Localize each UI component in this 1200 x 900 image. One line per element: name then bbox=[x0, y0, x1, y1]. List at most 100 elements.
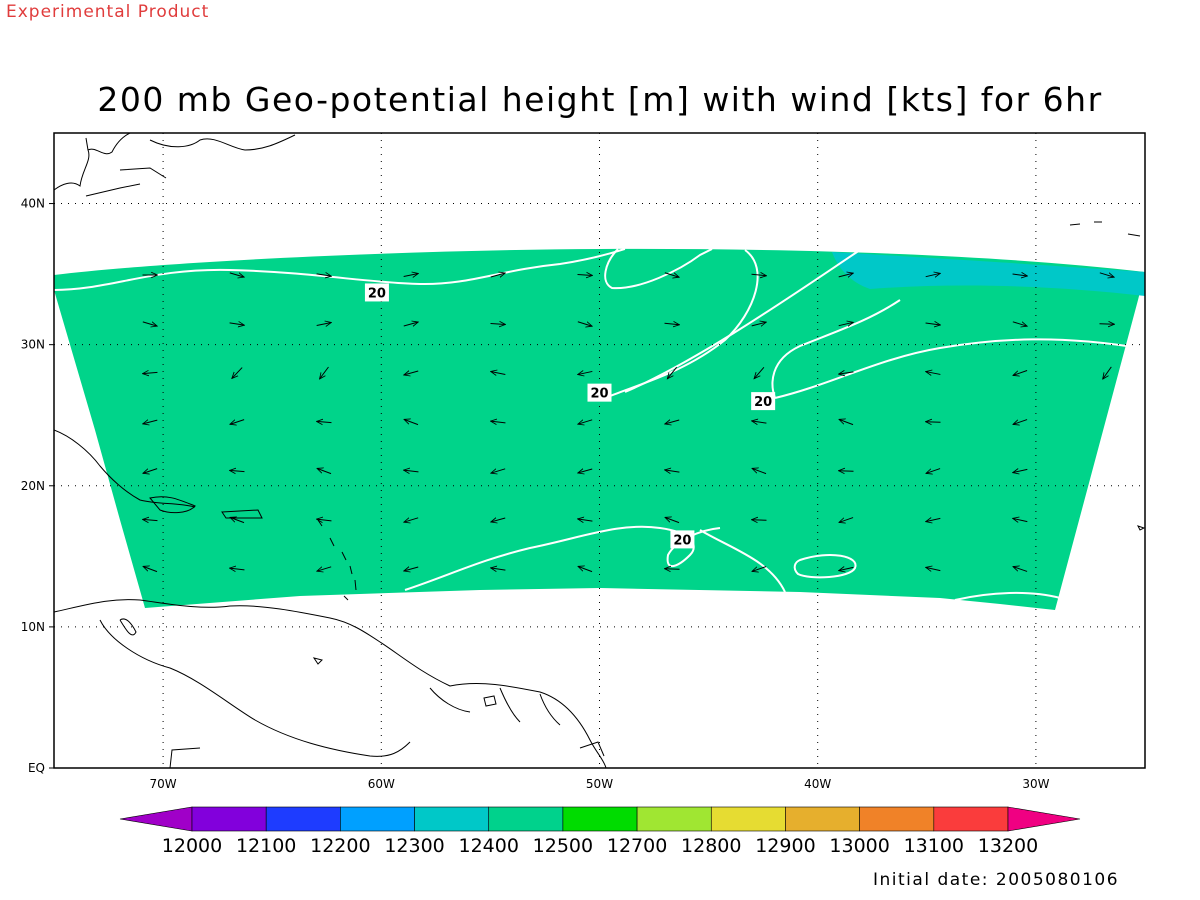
colorbar-segment bbox=[340, 806, 415, 832]
wind-vector bbox=[143, 420, 158, 424]
wind-vector bbox=[320, 366, 329, 379]
coastline-lake-valencia bbox=[312, 657, 323, 665]
wind-vector bbox=[926, 372, 941, 375]
contour-line bbox=[954, 591, 1061, 601]
coastline-cape-verde bbox=[1137, 525, 1145, 531]
wind-vector bbox=[1012, 274, 1028, 276]
wind-vector bbox=[491, 421, 506, 423]
experimental-product-stamp: Experimental Product bbox=[6, 2, 210, 22]
wind-vector bbox=[230, 419, 245, 425]
contour-line bbox=[774, 338, 1141, 399]
wind-vector bbox=[752, 566, 767, 572]
coastline-guianas bbox=[429, 687, 561, 726]
wind-vector bbox=[143, 372, 158, 373]
wind-vector bbox=[664, 323, 680, 324]
lat-tick-label: 40N bbox=[21, 197, 45, 211]
axis-labels: 70W 60W 50W 40W 30W EQ 10N 20N 30N 40N bbox=[21, 197, 1050, 791]
wind-vector bbox=[665, 420, 680, 424]
wind-vector bbox=[754, 367, 765, 378]
coastline-south-america bbox=[54, 599, 607, 768]
wind-vector bbox=[578, 566, 593, 573]
wind-vector bbox=[404, 371, 419, 375]
colorbar-label: 12200 bbox=[310, 835, 370, 857]
wind-vector bbox=[839, 419, 854, 426]
contour-line bbox=[699, 529, 786, 593]
initial-date-label: Initial date: 2005080106 bbox=[873, 870, 1120, 890]
height-field-high-region bbox=[832, 252, 1145, 296]
wind-vector bbox=[404, 567, 419, 571]
wind-vector bbox=[1103, 366, 1112, 379]
wind-vector bbox=[664, 272, 679, 277]
contour-line bbox=[404, 525, 721, 591]
wind-vector bbox=[1013, 518, 1028, 521]
colorbar-segment bbox=[933, 806, 1009, 832]
coastline-puerto-rico bbox=[221, 509, 263, 519]
colorbar-label: 13100 bbox=[904, 835, 964, 857]
coastline-cuba bbox=[54, 429, 196, 508]
wind-vector bbox=[491, 372, 506, 375]
contour-line bbox=[624, 249, 861, 393]
contour-label-box bbox=[587, 383, 612, 402]
lon-tick-label: 70W bbox=[150, 777, 177, 791]
wind-vector bbox=[490, 324, 506, 325]
contour-label: 20 bbox=[590, 387, 608, 402]
wind-vector bbox=[1013, 567, 1028, 572]
wind-vector bbox=[839, 517, 854, 523]
wind-vectors bbox=[143, 273, 1115, 572]
lon-tick-label: 40W bbox=[804, 777, 831, 791]
wind-vector bbox=[577, 275, 593, 276]
wind-vector bbox=[751, 274, 767, 275]
wind-vector bbox=[491, 518, 506, 522]
wind-vector bbox=[667, 366, 678, 379]
wind-vector bbox=[491, 568, 506, 570]
colorbar-segment bbox=[636, 806, 712, 832]
wind-vector bbox=[1012, 321, 1027, 326]
coastline-lake-maracaibo bbox=[119, 618, 137, 636]
contour-line bbox=[793, 553, 857, 579]
colorbar-segment bbox=[265, 806, 341, 832]
wind-vector bbox=[230, 517, 245, 524]
wind-vector bbox=[491, 468, 506, 473]
colorbar-label: 12700 bbox=[607, 835, 667, 857]
wind-vector bbox=[926, 468, 941, 474]
wind-vector bbox=[578, 519, 593, 521]
wind-vector bbox=[839, 471, 854, 472]
wind-vector bbox=[317, 421, 332, 422]
wind-vector bbox=[143, 468, 158, 474]
wind-vector bbox=[752, 468, 767, 475]
wind-vector bbox=[665, 517, 680, 524]
wind-vector bbox=[404, 517, 419, 522]
wind-vector bbox=[838, 322, 854, 325]
wind-vector bbox=[751, 322, 767, 326]
height-field-shading bbox=[54, 248, 1145, 610]
wind-vector bbox=[838, 273, 854, 277]
wind-vector bbox=[839, 372, 854, 374]
colorbar-segment bbox=[562, 806, 638, 832]
wind-vector bbox=[1013, 419, 1028, 425]
lat-tick-label: 10N bbox=[21, 620, 45, 634]
colorbar-segment bbox=[859, 806, 935, 832]
lat-lon-grid bbox=[49, 133, 1145, 769]
lon-tick-label: 30W bbox=[1022, 777, 1049, 791]
colorbar-segment bbox=[785, 806, 860, 832]
wind-vector bbox=[578, 371, 593, 374]
colorbar: 12000 12100 12200 12300 12400 12500 12700 12800… bbox=[119, 806, 1081, 857]
lat-tick-label: 20N bbox=[21, 479, 45, 493]
wind-vector bbox=[230, 470, 245, 471]
contour-label-box bbox=[670, 530, 695, 549]
colorbar-label: 13000 bbox=[829, 835, 889, 857]
wind-vector bbox=[404, 419, 419, 426]
coastline-azores bbox=[1069, 221, 1141, 237]
colorbar-lower-extension bbox=[119, 806, 193, 832]
contour-label: 20 bbox=[368, 286, 386, 301]
wind-vector bbox=[232, 367, 243, 379]
wind-vector bbox=[316, 274, 332, 276]
contour-label-box bbox=[751, 392, 776, 411]
wind-vector bbox=[404, 470, 419, 472]
contour-line bbox=[771, 299, 901, 399]
wind-vector bbox=[229, 323, 245, 325]
colorbar-segment bbox=[414, 806, 490, 832]
wind-vector bbox=[577, 321, 592, 326]
coastline-hispaniola bbox=[149, 496, 196, 514]
